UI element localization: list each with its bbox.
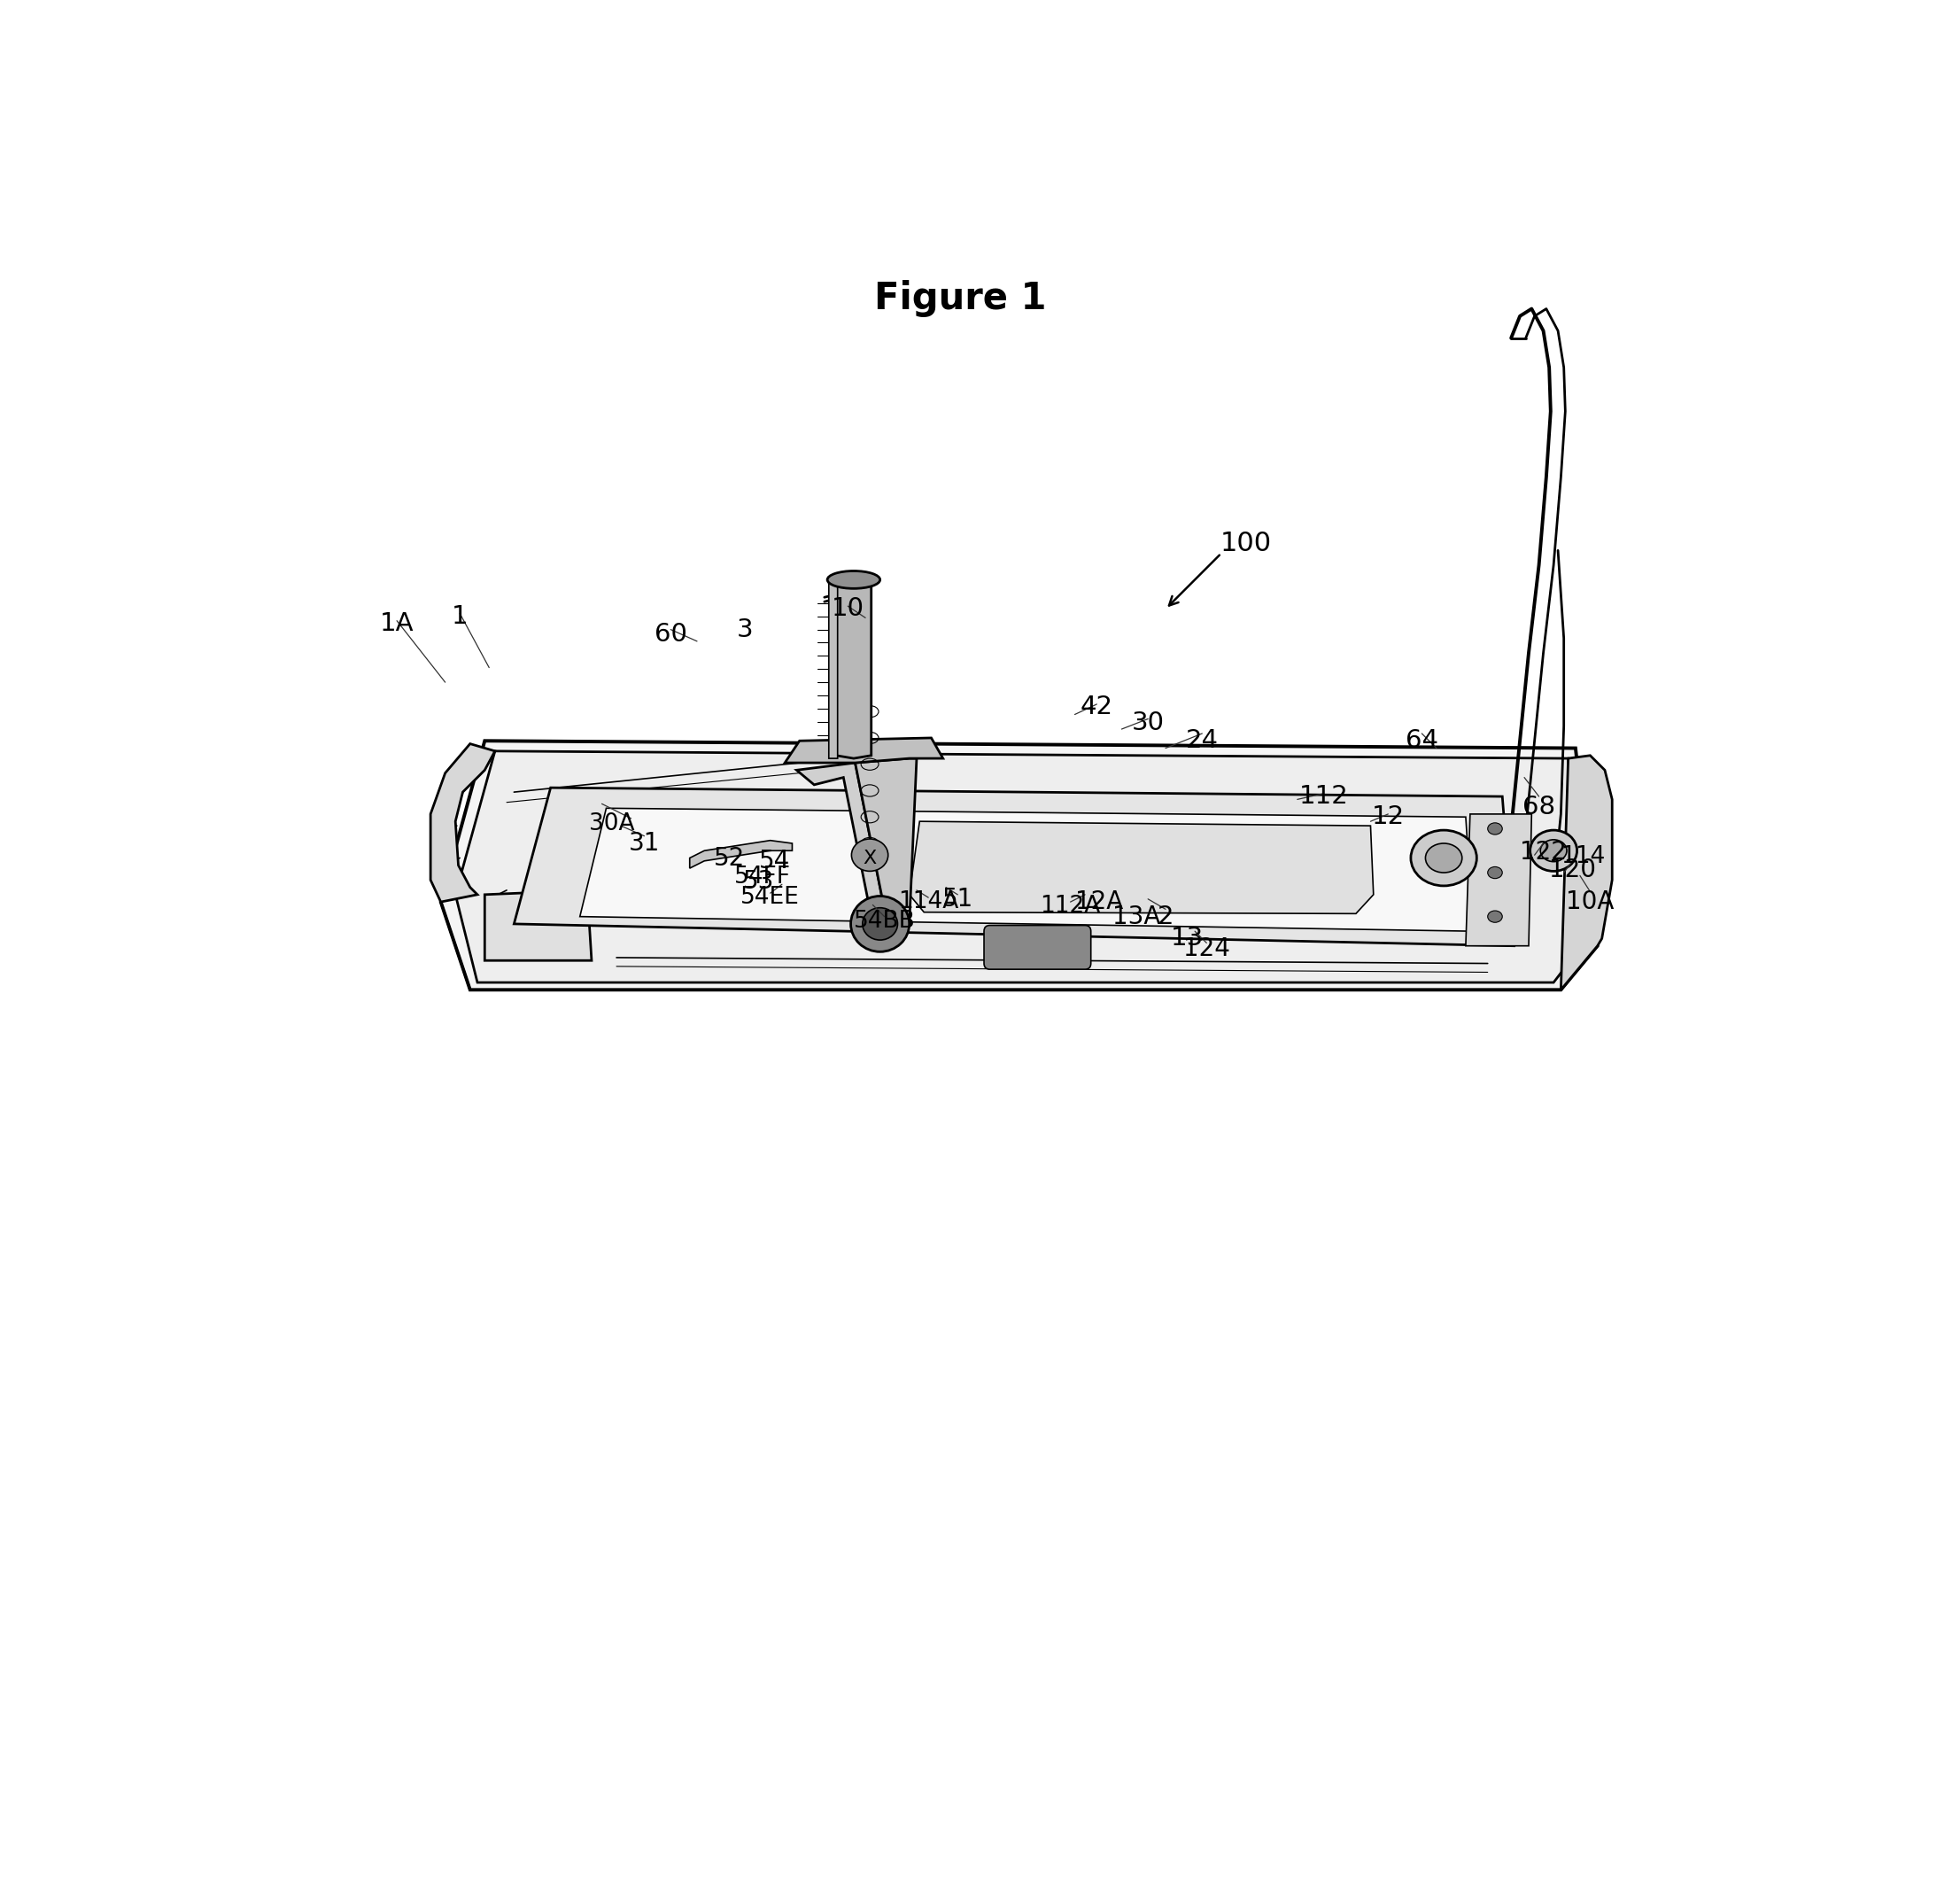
Text: 24: 24 xyxy=(1186,728,1219,753)
Text: 124: 124 xyxy=(1184,936,1231,961)
Polygon shape xyxy=(431,744,496,902)
Text: 12: 12 xyxy=(1372,805,1405,829)
Text: 114A: 114A xyxy=(898,890,958,913)
Polygon shape xyxy=(484,890,592,961)
Ellipse shape xyxy=(851,839,888,871)
Ellipse shape xyxy=(1488,867,1501,879)
Text: 2: 2 xyxy=(1156,903,1174,928)
Polygon shape xyxy=(909,822,1374,913)
Text: 112A: 112A xyxy=(1041,894,1102,919)
Ellipse shape xyxy=(1425,843,1462,873)
Text: 30: 30 xyxy=(1131,711,1164,736)
Polygon shape xyxy=(796,763,888,924)
Text: 10: 10 xyxy=(831,597,864,622)
Text: 54EE: 54EE xyxy=(741,886,800,909)
Text: 68: 68 xyxy=(1523,795,1556,820)
Ellipse shape xyxy=(862,907,898,940)
Text: 31: 31 xyxy=(629,831,661,856)
Ellipse shape xyxy=(1411,829,1476,886)
Polygon shape xyxy=(829,574,837,759)
Text: 114: 114 xyxy=(1560,844,1605,867)
Text: 42: 42 xyxy=(1080,694,1113,719)
Text: 54: 54 xyxy=(759,848,790,873)
Text: 3: 3 xyxy=(737,616,753,643)
Ellipse shape xyxy=(1531,829,1578,871)
Text: 60: 60 xyxy=(655,622,688,647)
Text: 30A: 30A xyxy=(590,812,635,835)
Polygon shape xyxy=(784,738,943,763)
Polygon shape xyxy=(1560,755,1613,989)
Ellipse shape xyxy=(851,896,909,951)
Text: 12A: 12A xyxy=(1076,890,1123,915)
Text: 51: 51 xyxy=(943,886,974,911)
Text: 64: 64 xyxy=(1405,728,1439,753)
Polygon shape xyxy=(690,841,792,867)
Text: 112: 112 xyxy=(1299,784,1348,808)
Polygon shape xyxy=(837,576,872,759)
Polygon shape xyxy=(441,740,1597,989)
Text: 13A: 13A xyxy=(1111,903,1160,928)
Text: 52: 52 xyxy=(713,846,745,871)
Ellipse shape xyxy=(1541,839,1566,862)
Text: 122: 122 xyxy=(1519,839,1566,865)
Polygon shape xyxy=(855,759,917,924)
Text: 1A: 1A xyxy=(380,611,414,635)
Ellipse shape xyxy=(827,571,880,588)
Text: 100: 100 xyxy=(1221,531,1272,555)
Polygon shape xyxy=(1466,814,1531,945)
Polygon shape xyxy=(580,808,1474,932)
Polygon shape xyxy=(514,787,1513,945)
Text: Figure 1: Figure 1 xyxy=(874,280,1047,318)
Ellipse shape xyxy=(1488,824,1501,835)
Text: X: X xyxy=(862,848,876,867)
Text: 53: 53 xyxy=(743,869,774,894)
Ellipse shape xyxy=(1488,911,1501,922)
Polygon shape xyxy=(455,751,1588,983)
Text: 13: 13 xyxy=(1170,926,1203,951)
Text: 120: 120 xyxy=(1548,858,1595,883)
Text: 1: 1 xyxy=(451,605,468,630)
Text: 10A: 10A xyxy=(1566,890,1615,915)
Text: 54BB: 54BB xyxy=(853,909,915,932)
FancyBboxPatch shape xyxy=(984,926,1092,970)
Text: 54FF: 54FF xyxy=(735,865,792,888)
